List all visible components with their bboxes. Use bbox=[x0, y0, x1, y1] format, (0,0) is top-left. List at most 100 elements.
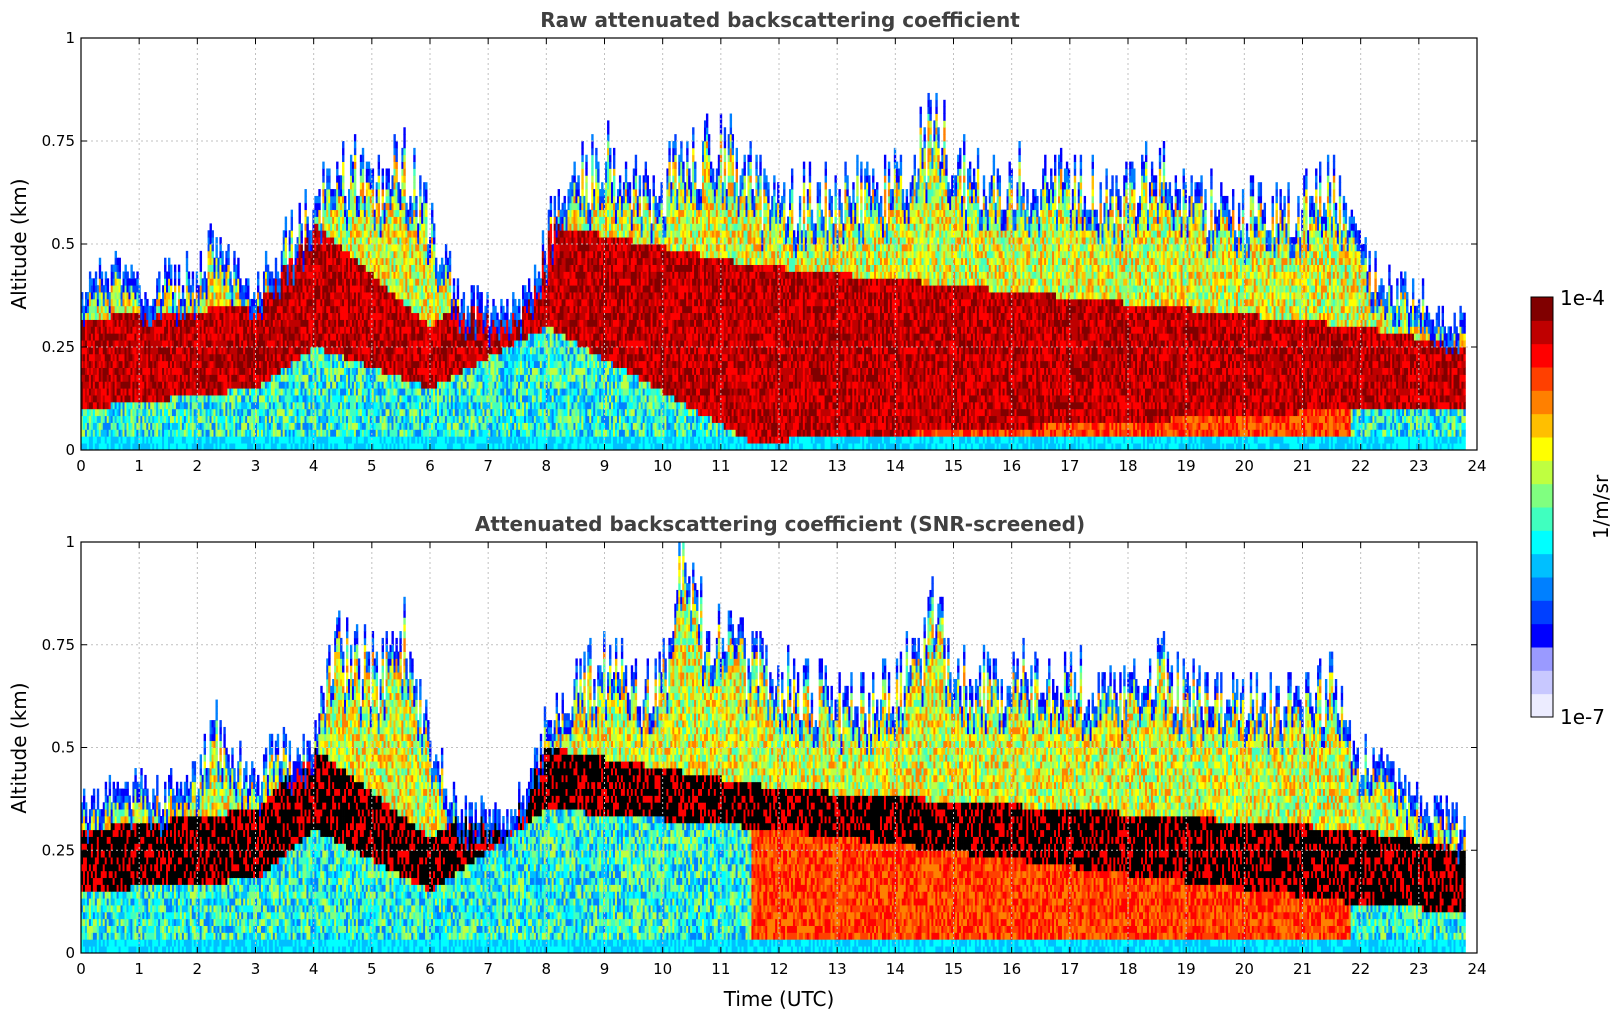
heatmap-cell bbox=[205, 429, 208, 437]
heatmap-cell bbox=[300, 223, 303, 231]
heatmap-column bbox=[253, 292, 256, 450]
heatmap-cell bbox=[90, 381, 94, 389]
heatmap-cell bbox=[86, 395, 90, 403]
heatmap-cell bbox=[179, 429, 183, 437]
heatmap-cell bbox=[181, 333, 185, 341]
heatmap-cell bbox=[201, 388, 205, 396]
heatmap-cell bbox=[318, 216, 321, 224]
heatmap-cell bbox=[272, 292, 276, 300]
heatmap-cell bbox=[189, 374, 193, 382]
heatmap-cell bbox=[96, 436, 100, 444]
heatmap-cell bbox=[108, 395, 112, 403]
heatmap-cell bbox=[124, 305, 127, 314]
heatmap-cell bbox=[112, 443, 116, 450]
heatmap-cell bbox=[213, 326, 216, 334]
heatmap-cell bbox=[96, 298, 100, 307]
heatmap-column bbox=[211, 230, 214, 450]
heatmap-cell bbox=[142, 422, 145, 430]
heatmap-cell bbox=[215, 415, 218, 423]
heatmap-cell bbox=[148, 436, 151, 444]
heatmap-cell bbox=[84, 312, 88, 320]
heatmap-cell bbox=[106, 298, 110, 307]
heatmap-cell bbox=[286, 381, 290, 389]
heatmap-cell bbox=[108, 333, 112, 341]
heatmap-cell bbox=[211, 305, 214, 314]
heatmap-cell bbox=[203, 367, 206, 375]
heatmap-cell bbox=[112, 264, 116, 272]
heatmap-column bbox=[122, 271, 125, 450]
heatmap-cell bbox=[128, 305, 131, 314]
heatmap-cell bbox=[266, 415, 270, 423]
heatmap-cell bbox=[199, 429, 203, 437]
heatmap-cell bbox=[177, 415, 181, 423]
heatmap-cell bbox=[235, 333, 238, 341]
heatmap-cell bbox=[166, 347, 169, 355]
heatmap-cell bbox=[276, 340, 280, 348]
heatmap-cell bbox=[118, 271, 121, 279]
heatmap-cell bbox=[100, 340, 104, 348]
heatmap-cell bbox=[215, 388, 218, 396]
heatmap-cell bbox=[207, 257, 210, 265]
heatmap-cell bbox=[102, 408, 106, 417]
heatmap-cell bbox=[233, 298, 236, 307]
heatmap-cell bbox=[272, 347, 276, 355]
heatmap-cell bbox=[170, 326, 173, 334]
heatmap-cell bbox=[136, 429, 139, 437]
heatmap-cell bbox=[235, 278, 238, 286]
heatmap-cell bbox=[251, 401, 254, 410]
heatmap-cell bbox=[120, 292, 123, 300]
heatmap-cell bbox=[203, 305, 206, 314]
heatmap-cell bbox=[257, 429, 260, 437]
heatmap-cell bbox=[255, 347, 258, 355]
heatmap-cell bbox=[219, 367, 222, 375]
heatmap-cell bbox=[191, 278, 195, 286]
heatmap-cell bbox=[268, 312, 272, 320]
heatmap-cell bbox=[112, 298, 116, 307]
heatmap-cell bbox=[292, 264, 295, 272]
heatmap-cell bbox=[156, 292, 159, 300]
heatmap-cell bbox=[160, 305, 163, 314]
heatmap-cell bbox=[239, 292, 242, 300]
heatmap-cell bbox=[82, 360, 86, 368]
heatmap-cell bbox=[120, 312, 123, 320]
heatmap-cell bbox=[132, 443, 135, 450]
heatmap-cell bbox=[158, 415, 161, 423]
heatmap-cell bbox=[258, 443, 262, 450]
heatmap-cell bbox=[130, 388, 133, 396]
heatmap-cell bbox=[187, 374, 191, 382]
heatmap-cell bbox=[82, 408, 86, 417]
heatmap-cell bbox=[233, 347, 236, 355]
heatmap-cell bbox=[118, 292, 121, 300]
heatmap-cell bbox=[274, 443, 278, 450]
heatmap-cell bbox=[274, 278, 278, 286]
heatmap-cell bbox=[98, 285, 102, 293]
heatmap-cell bbox=[199, 264, 203, 272]
heatmap-cell bbox=[292, 278, 295, 286]
heatmap-cell bbox=[199, 436, 203, 444]
heatmap-cell bbox=[100, 305, 104, 314]
heatmap-cell bbox=[170, 360, 173, 368]
heatmap-cell bbox=[260, 422, 264, 430]
heatmap-cell bbox=[322, 182, 325, 190]
heatmap-cell bbox=[92, 298, 96, 307]
heatmap-cell bbox=[233, 326, 236, 334]
heatmap-cell bbox=[183, 333, 187, 341]
heatmap-cell bbox=[264, 415, 268, 423]
heatmap-cell bbox=[282, 237, 286, 245]
heatmap-cell bbox=[197, 422, 201, 430]
heatmap-cell bbox=[237, 388, 240, 396]
heatmap-cell bbox=[227, 353, 230, 362]
heatmap-cell bbox=[197, 319, 201, 327]
heatmap-cell bbox=[211, 257, 214, 265]
heatmap-cell bbox=[237, 257, 240, 265]
heatmap-cell bbox=[225, 285, 228, 293]
heatmap-cell bbox=[81, 443, 84, 450]
heatmap-cell bbox=[235, 347, 238, 355]
heatmap-cell bbox=[175, 319, 179, 327]
heatmap-cell bbox=[241, 395, 244, 403]
heatmap-cell bbox=[193, 353, 197, 362]
heatmap-cell bbox=[118, 422, 121, 430]
heatmap-cell bbox=[217, 285, 220, 293]
heatmap-cell bbox=[195, 367, 199, 375]
heatmap-cell bbox=[245, 347, 248, 355]
